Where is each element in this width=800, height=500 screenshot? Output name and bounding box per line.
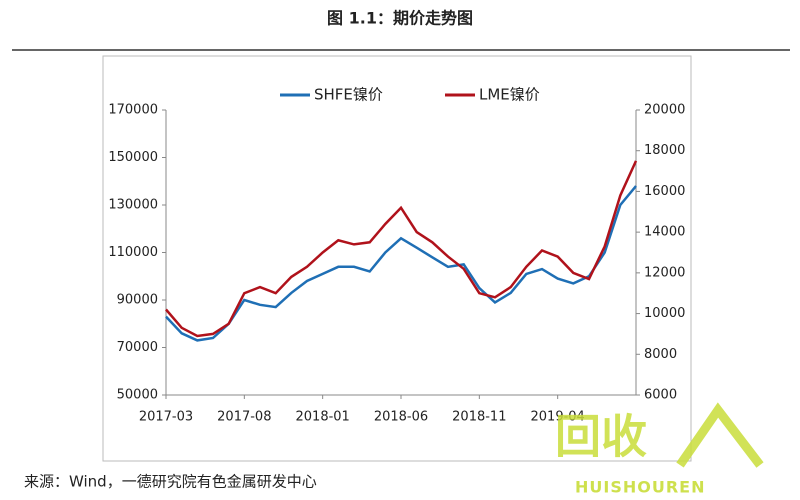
y-tick-label: 130000 bbox=[108, 198, 158, 213]
series-line bbox=[165, 185, 637, 342]
x-tick-label: 2019-04 bbox=[531, 410, 585, 425]
x-tick-label: 2017-08 bbox=[217, 410, 271, 425]
y2-tick-label: 20000 bbox=[644, 103, 685, 118]
y2-tick-label: 18000 bbox=[644, 143, 685, 158]
x-tick-label: 2018-06 bbox=[374, 410, 428, 425]
y-tick-label: 90000 bbox=[117, 293, 158, 308]
y-tick-label: 50000 bbox=[117, 388, 158, 403]
chart-title: 图 1.1：期价走势图 bbox=[327, 9, 473, 28]
y-tick-label: 150000 bbox=[108, 150, 158, 165]
watermark-sub: HUISHOUREN bbox=[575, 478, 705, 497]
y2-tick-label: 16000 bbox=[644, 184, 685, 199]
y-tick-label: 70000 bbox=[117, 340, 158, 355]
x-tick-label: 2018-01 bbox=[296, 410, 350, 425]
source: 来源：Wind，一德研究院有色金属研发中心 bbox=[24, 473, 317, 491]
y2-tick-label: 8000 bbox=[644, 347, 677, 362]
y2-tick-label: 14000 bbox=[644, 225, 685, 240]
y2-tick-label: 6000 bbox=[644, 388, 677, 403]
x-tick-label: 2018-11 bbox=[452, 410, 506, 425]
x-tick-label: 2017-03 bbox=[139, 410, 193, 425]
legend-label: LME镍价 bbox=[479, 86, 540, 104]
y2-tick-label: 10000 bbox=[644, 306, 685, 321]
y-tick-label: 110000 bbox=[108, 245, 158, 260]
y-tick-label: 170000 bbox=[108, 103, 158, 118]
y2-tick-label: 12000 bbox=[644, 265, 685, 280]
watermark: 回收 bbox=[555, 410, 647, 464]
watermark-icon bbox=[676, 402, 764, 468]
series-line bbox=[165, 160, 638, 338]
legend-label: SHFE镍价 bbox=[314, 86, 383, 104]
chart-frame bbox=[102, 55, 692, 462]
